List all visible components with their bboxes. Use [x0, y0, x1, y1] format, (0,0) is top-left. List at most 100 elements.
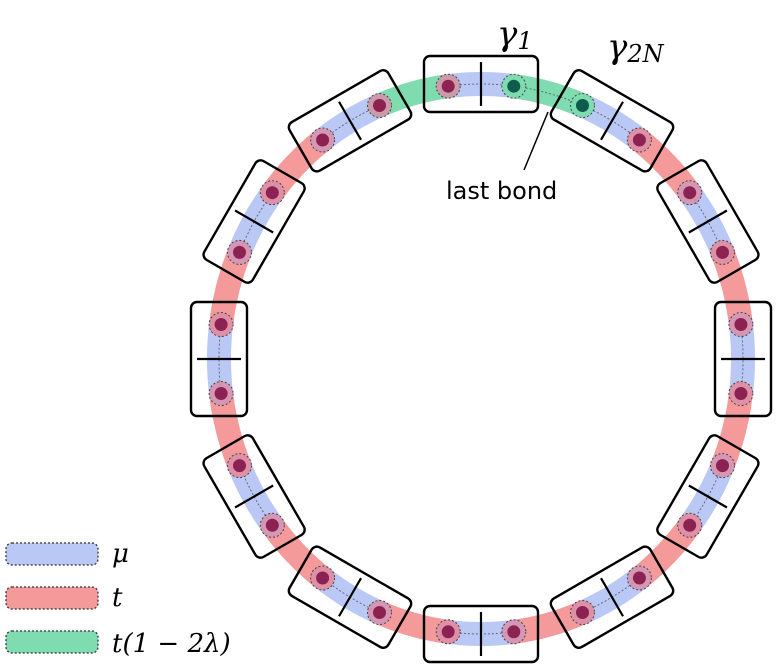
- unit-cell-frame: [422, 604, 540, 664]
- site-dot: [316, 571, 330, 585]
- site-halo-outline: [310, 565, 336, 591]
- unit-cell-box: [202, 434, 306, 559]
- unit-cell-box: [202, 159, 306, 284]
- unit-cell-divider: [688, 209, 728, 234]
- site-halo-outline: [626, 127, 652, 153]
- bond-layer: [207, 72, 755, 646]
- legend-label-t-lambda: t(1 − 2λ): [112, 629, 231, 659]
- site-halo-outline: [259, 512, 285, 538]
- site-dot: [316, 133, 330, 147]
- site-dot: [632, 133, 646, 147]
- unit-cell-box: [549, 545, 675, 649]
- t-bond: [710, 240, 753, 337]
- site-halo-outline: [728, 381, 754, 406]
- site-dot: [265, 186, 279, 200]
- unit-cell-divider: [600, 577, 624, 617]
- majorana-site: [570, 600, 595, 625]
- majorana-site: [310, 565, 336, 591]
- legend-item-mu: μ: [5, 539, 129, 569]
- majorana-site: [728, 381, 754, 406]
- site-halo-outline: [310, 127, 336, 153]
- majorana-site: [501, 619, 527, 645]
- site-halo-outline: [208, 312, 234, 337]
- majorana-site: [710, 239, 735, 265]
- unit-cell-box: [287, 545, 413, 649]
- site-halo-outline: [570, 93, 595, 118]
- site-dot: [441, 79, 455, 93]
- legend-item-t-lambda: t(1 − 2λ): [5, 629, 231, 659]
- legend-item-t: t: [5, 583, 123, 613]
- cell-layer: [189, 54, 773, 664]
- gamma-2n-site: [570, 93, 595, 118]
- unit-cell-box: [422, 604, 540, 664]
- unit-cell-frame: [713, 300, 773, 418]
- site-dot: [373, 99, 386, 112]
- site-dot: [214, 387, 228, 400]
- site-dot: [716, 459, 729, 473]
- unit-cell-frame: [202, 159, 306, 284]
- majorana-site: [677, 180, 703, 206]
- majorana-site: [626, 127, 652, 153]
- site-dot: [683, 518, 697, 532]
- gamma-2n-subscript: 2N: [626, 40, 664, 68]
- site-dot: [632, 571, 646, 585]
- unit-cell-box: [713, 300, 773, 418]
- site-halo-outline: [710, 453, 735, 479]
- site-dot: [233, 459, 246, 473]
- last-bond-label: last bond: [446, 177, 557, 205]
- legend-swatch-t-lambda: [5, 630, 99, 654]
- unit-cell-frame: [287, 69, 413, 173]
- unit-cell-divider: [234, 209, 274, 234]
- unit-cell-frame: [287, 545, 413, 649]
- legend: μ t t(1 − 2λ): [5, 539, 231, 659]
- legend-swatch-mu: [5, 542, 99, 566]
- site-halo-outline: [435, 619, 461, 645]
- site-halo-outline: [677, 180, 703, 206]
- site-halo-outline: [501, 73, 527, 99]
- unit-cell-frame: [656, 159, 760, 284]
- site-dot: [507, 625, 521, 639]
- site-dot: [683, 186, 697, 200]
- site-halo-outline: [570, 600, 595, 625]
- site-halo-outline: [259, 180, 285, 206]
- site-dot: [373, 606, 386, 619]
- majorana-site: [259, 180, 285, 206]
- unit-cell-box: [549, 69, 675, 173]
- site-halo-outline: [367, 600, 392, 625]
- site-halo-outline: [435, 73, 461, 99]
- unit-cell-box: [422, 54, 540, 114]
- gamma-1-label: γ1: [497, 14, 533, 55]
- unit-cell-frame: [549, 545, 675, 649]
- gamma-1-site: [501, 73, 527, 99]
- site-dot: [265, 518, 279, 532]
- site-dot: [507, 79, 521, 93]
- majorana-site: [367, 93, 392, 118]
- unit-cell-frame: [189, 300, 249, 418]
- unit-cell-frame: [422, 54, 540, 114]
- unit-cell-box: [656, 159, 760, 284]
- site-halo-outline: [227, 239, 252, 265]
- legend-label-t: t: [112, 583, 123, 613]
- site-halo-outline: [677, 512, 703, 538]
- majorana-site: [435, 73, 461, 99]
- majorana-site: [208, 312, 234, 337]
- unit-cell-divider: [688, 484, 728, 509]
- majorana-site: [208, 381, 234, 406]
- site-halo-outline: [227, 453, 252, 479]
- site-dot: [716, 245, 729, 259]
- unit-cell-box: [287, 69, 413, 173]
- unit-cell-divider: [338, 577, 362, 617]
- legend-label-mu: μ: [112, 539, 129, 569]
- unit-cell-divider: [338, 101, 362, 141]
- legend-swatch-t: [5, 586, 99, 610]
- unit-cell-frame: [656, 434, 760, 559]
- site-dot: [214, 318, 228, 331]
- majorana-site: [728, 312, 754, 337]
- site-halo-outline: [208, 381, 234, 406]
- site-dot: [233, 245, 246, 259]
- majorana-site: [367, 600, 392, 625]
- t-bond: [627, 513, 702, 590]
- site-dot: [576, 99, 589, 112]
- site-dot: [441, 625, 455, 639]
